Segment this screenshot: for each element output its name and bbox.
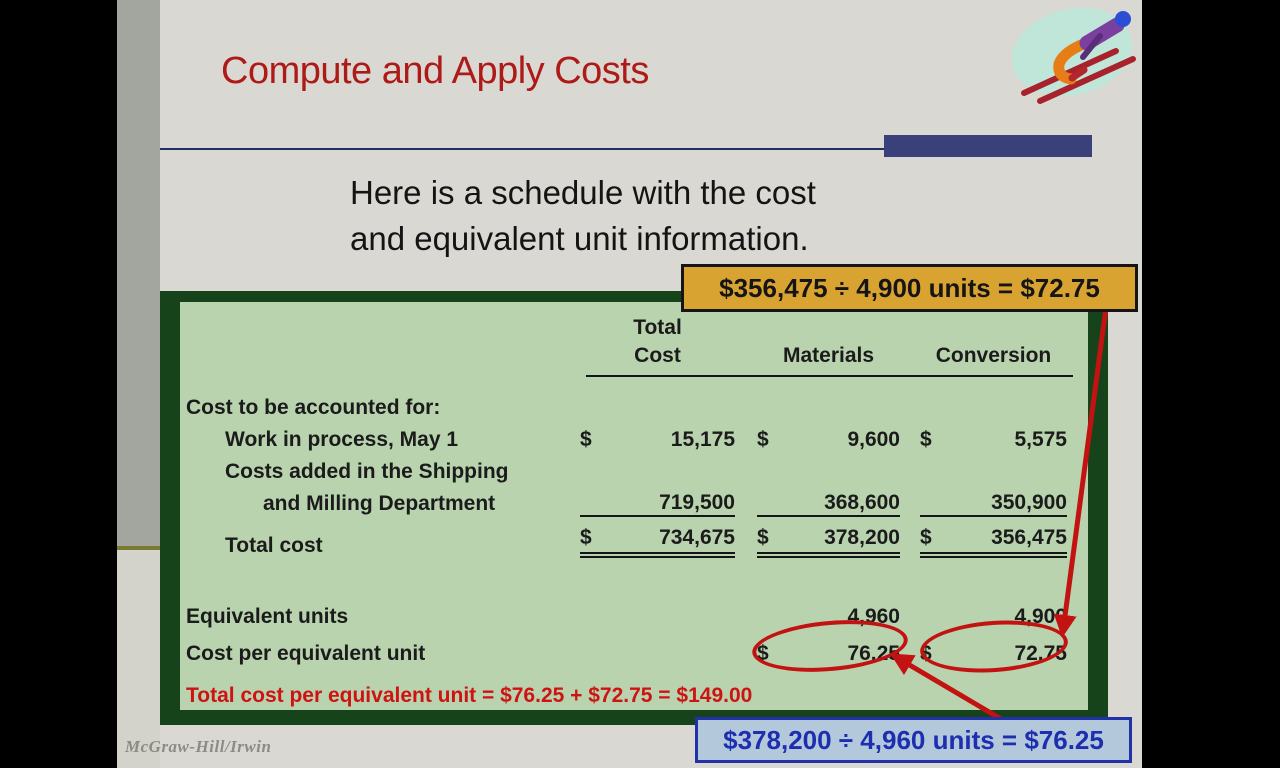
header-underline [586, 375, 1073, 377]
row-label: Cost to be accounted for: [186, 396, 441, 419]
title-divider-bar [884, 135, 1092, 157]
slide-title: Compute and Apply Costs [221, 50, 649, 92]
table-row: Work in process, May 1 $15,175 $9,600 $5… [180, 424, 1088, 456]
publisher-credit: McGraw-Hill/Irwin [125, 737, 272, 756]
header-total-top: Total [633, 316, 682, 339]
skier-icon [1011, 7, 1136, 104]
table-row: Cost per equivalent unit $76.25 $72.75 [180, 634, 1088, 674]
table-row-total: Total cost $734,675 $378,200 $356,475 [180, 520, 1088, 564]
left-gutter-strip-lower [117, 550, 160, 768]
row-label: Work in process, May 1 [225, 428, 459, 451]
header-conversion: Conversion [935, 344, 1052, 367]
table-row: Cost to be accounted for: [180, 392, 1088, 424]
slide-canvas: Compute and Apply Costs Here is a schedu… [117, 0, 1142, 768]
left-gutter-divider [117, 546, 160, 550]
row-label: and Milling Department [263, 492, 496, 515]
materials-formula-callout: $378,200 ÷ 4,960 units = $76.25 [695, 717, 1132, 763]
cost-schedule-panel: Total Cost Materials Conversion Cost to … [160, 291, 1108, 725]
row-label: Total cost [225, 534, 323, 557]
table-header-row: Cost Materials Conversion [180, 340, 1088, 372]
header-materials: Materials [782, 344, 875, 367]
table-header-row-top: Total [180, 302, 1088, 340]
subtitle-line-1: Here is a schedule with the cost [350, 174, 816, 211]
table-row: and Milling Department 719,500 368,600 3… [180, 488, 1088, 520]
table-row: Equivalent units 4,960 4,900 [180, 600, 1088, 634]
row-label: Equivalent units [186, 605, 349, 628]
slide-subtitle: Here is a schedule with the cost and equ… [350, 170, 816, 262]
row-label: Cost per equivalent unit [186, 642, 426, 665]
subtitle-line-2: and equivalent unit information. [350, 220, 809, 257]
row-label: Costs added in the Shipping [225, 460, 509, 483]
conversion-formula-text: $356,475 ÷ 4,900 units = $72.75 [719, 272, 1100, 303]
table-row: Costs added in the Shipping [180, 456, 1088, 488]
left-gutter-strip [117, 0, 160, 546]
table-note-row: Total cost per equivalent unit = $76.25 … [180, 674, 1088, 708]
title-divider-line [160, 148, 1092, 150]
materials-formula-text: $378,200 ÷ 4,960 units = $76.25 [723, 724, 1104, 755]
cost-schedule-inner: Total Cost Materials Conversion Cost to … [180, 302, 1088, 710]
header-total-cost: Cost [634, 344, 681, 367]
cost-schedule-table: Total Cost Materials Conversion Cost to … [180, 302, 1088, 708]
conversion-formula-callout: $356,475 ÷ 4,900 units = $72.75 [681, 264, 1138, 312]
total-cost-note: Total cost per equivalent unit = $76.25 … [186, 684, 753, 707]
